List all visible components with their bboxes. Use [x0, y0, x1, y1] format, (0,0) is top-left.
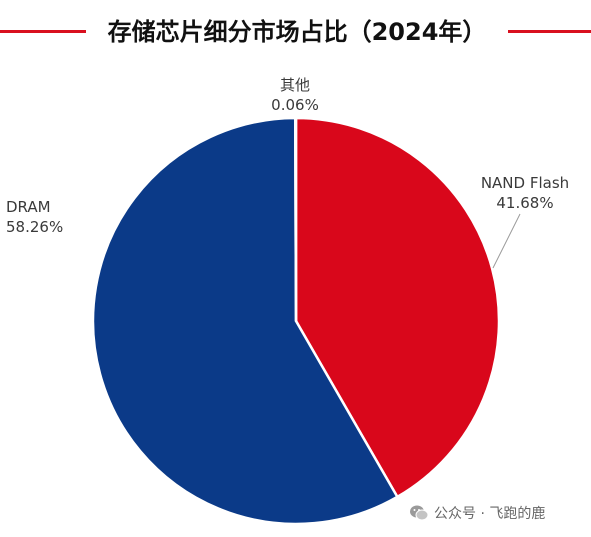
slice-label-dram: DRAM 58.26% — [6, 197, 86, 237]
title-rule-right — [508, 30, 591, 33]
chart-title: 存储芯片细分市场占比（2024年） — [107, 18, 487, 46]
title-rule-left — [0, 30, 86, 33]
slice-name-other: 其他 — [279, 76, 310, 94]
slice-other — [293, 116, 298, 323]
slice-value-other: 0.06% — [271, 96, 319, 114]
slice-label-nand: NAND Flash 41.68% — [458, 173, 591, 213]
slice-value-nand: 41.68% — [496, 194, 554, 212]
slice-name-dram: DRAM — [6, 198, 51, 216]
pie-slices — [91, 116, 501, 526]
watermark-text: 公众号 · 飞跑的鹿 — [434, 506, 546, 522]
watermark: 公众号 · 飞跑的鹿 — [409, 502, 545, 524]
slice-dram — [91, 116, 399, 526]
slice-name-nand: NAND Flash — [480, 174, 570, 192]
chart-header: 存储芯片细分市场占比（2024年） — [0, 8, 591, 52]
slice-value-dram: 58.26% — [6, 218, 64, 236]
leader-line-nand — [492, 213, 521, 269]
slice-nand-flash — [294, 116, 501, 499]
wechat-icon — [410, 505, 429, 521]
slice-label-other: 其他 0.06% — [236, 75, 354, 115]
